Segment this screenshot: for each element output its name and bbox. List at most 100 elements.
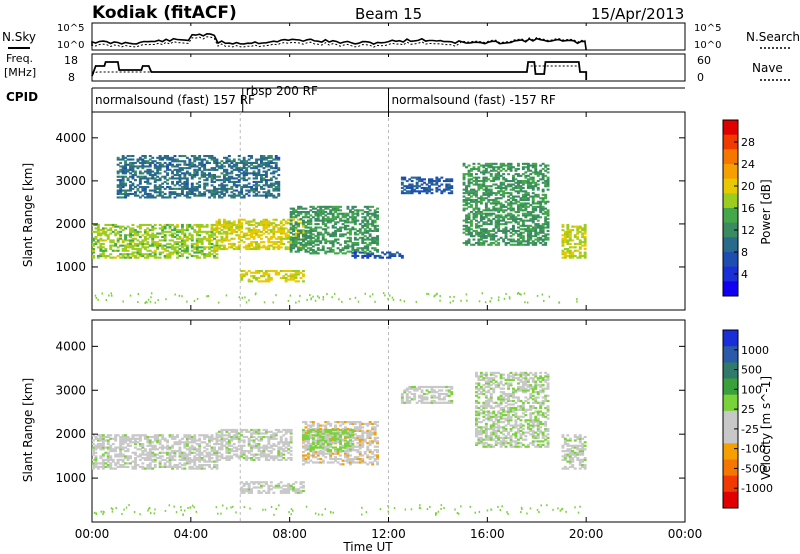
date-title: 15/Apr/2013 (591, 5, 684, 23)
power-colorbar-swatch-10 (723, 266, 738, 282)
velocity-colorbar-swatch-6 (723, 427, 738, 444)
velocity-colorbar-frame (722, 329, 739, 509)
velocity-colorbar-tick-label-4: -25 (741, 423, 759, 436)
velocity-ylabel: Slant Range [km] (21, 378, 35, 482)
nsearch-label: N.Search (746, 30, 800, 44)
power-near-range-scatter (94, 292, 578, 304)
velocity-echo-region-4 (302, 428, 355, 453)
velocity-colorbar-tick-label-1: 500 (741, 364, 762, 377)
freq-tick-low: 8 (68, 71, 75, 84)
velocity-colorbar-tick-label-6: -500 (741, 462, 766, 475)
power-colorbar-tick-label-2: 20 (741, 180, 755, 193)
velocity-colorbar-tick-label-0: 1000 (741, 344, 769, 357)
power-ylabel: Slant Range [km] (21, 163, 35, 267)
power-colorbar-swatch-3 (723, 164, 738, 180)
velocity-colorbar-swatch-1 (723, 346, 738, 363)
power-colorbar-tick-label-5: 8 (741, 246, 748, 259)
power-ytick-label-1: 2000 (55, 217, 86, 231)
xtick-label-3: 12:00 (371, 527, 406, 541)
velocity-colorbar-swatch-7 (723, 443, 738, 460)
power-echo-region-6 (400, 176, 454, 195)
power-echo-region-0 (92, 223, 219, 259)
power-colorbar: 28 24 20 16 12 8 4 (722, 119, 755, 297)
cpid-segment-label-2: normalsound (fast) -157 RF (392, 93, 556, 107)
velocity-echo-region-1 (215, 428, 293, 461)
station-title: Kodiak (fitACF) (92, 3, 237, 23)
power-colorbar-swatch-0 (723, 120, 738, 136)
power-colorbar-swatch-2 (723, 149, 738, 165)
power-echo-region-3 (289, 205, 379, 255)
power-ytick-label-2: 3000 (55, 174, 86, 188)
power-colorbar-swatch-5 (723, 193, 738, 209)
xtick-label-2: 08:00 (272, 527, 307, 541)
velocity-ytick-label-3: 4000 (55, 339, 86, 353)
power-ytick-label-0: 1000 (55, 260, 86, 274)
power-colorbar-swatch-11 (723, 281, 738, 297)
cpid-segment-label-0: normalsound (fast) 157 RF (95, 93, 255, 107)
nave-tick-high: 60 (697, 54, 711, 67)
velocity-colorbar-tick-label-3: 25 (741, 403, 755, 416)
power-echo-region-2 (240, 270, 305, 283)
nave-tick-low: 0 (697, 71, 704, 84)
power-echo-region-8 (561, 223, 587, 259)
velocity-panel: 1000 2000 3000 4000 00:00 04:00 08:00 12:00 16:0… (55, 23, 702, 541)
freq-label-line1: Freq. (6, 52, 33, 65)
velocity-echo-region-6 (475, 371, 550, 448)
nsky-trace (91, 32, 587, 51)
velocity-colorbar-swatch-4 (723, 394, 738, 412)
power-colorbar-swatch-6 (723, 208, 738, 224)
velocity-colorbar-swatch-8 (723, 459, 738, 477)
noise-tick-high-right: 10^5 (694, 23, 721, 34)
power-colorbar-swatch-4 (723, 178, 738, 194)
nsearch-trace (91, 36, 587, 51)
xtick-label-6: 00:00 (668, 527, 703, 541)
noise-tick-low-left: 10^0 (57, 40, 84, 51)
xtick-label-0: 00:00 (75, 527, 110, 541)
freq-panel-frame (91, 53, 686, 82)
power-panel: 1000 2000 3000 4000 (55, 111, 686, 311)
velocity-ytick-label-0: 1000 (55, 471, 86, 485)
velocity-colorbar-swatch-5 (723, 410, 738, 428)
power-colorbar-tick-label-1: 24 (741, 158, 755, 171)
nave-trace (91, 65, 587, 80)
velocity-ytick-label-2: 3000 (55, 383, 86, 397)
velocity-colorbar-swatch-3 (723, 378, 738, 396)
power-echo-region-7 (462, 162, 550, 246)
freq-trace (91, 61, 588, 80)
velocity-colorbar-tick-label-7: -1000 (741, 482, 773, 495)
velocity-colorbar-tick-label-2: 100 (741, 383, 762, 396)
power-colorbar-tick-label-3: 16 (741, 202, 755, 215)
power-colorbar-swatch-8 (723, 237, 738, 253)
velocity-near-range-scatter (93, 504, 581, 516)
velocity-colorbar-swatch-0 (723, 330, 738, 347)
nave-label: Nave (752, 61, 783, 75)
power-colorbar-label: Power [dB] (759, 179, 773, 244)
velocity-colorbar-swatch-2 (723, 362, 738, 380)
xtick-label-5: 20:00 (569, 527, 604, 541)
power-colorbar-tick-label-0: 28 (741, 136, 755, 149)
power-colorbar-swatch-1 (723, 134, 738, 150)
freq-label-line2: [MHz] (4, 66, 36, 79)
velocity-colorbar-swatch-10 (723, 491, 738, 509)
velocity-ytick-label-1: 2000 (55, 427, 86, 441)
xtick-label-4: 16:00 (470, 527, 505, 541)
cpid-label: CPID (6, 90, 38, 104)
power-colorbar-tick-label-6: 4 (741, 268, 748, 281)
noise-panel-frame (91, 22, 686, 51)
power-colorbar-swatch-9 (723, 252, 738, 268)
freq-tick-high: 18 (64, 54, 78, 67)
velocity-echo-region-7 (561, 434, 587, 470)
velocity-echo-region-2 (240, 481, 305, 494)
power-colorbar-swatch-7 (723, 222, 738, 238)
nsky-label: N.Sky (2, 30, 36, 44)
noise-tick-high-left: 10^5 (57, 23, 84, 34)
power-echo-region-5 (116, 155, 281, 199)
cpid-segment-label-1: rbsp 200 RF (246, 84, 318, 98)
noise-tick-low-right: 10^0 (694, 40, 721, 51)
velocity-echo-region-5 (400, 385, 454, 404)
velocity-colorbar-swatch-9 (723, 475, 738, 493)
velocity-echo-region-0 (92, 434, 219, 470)
